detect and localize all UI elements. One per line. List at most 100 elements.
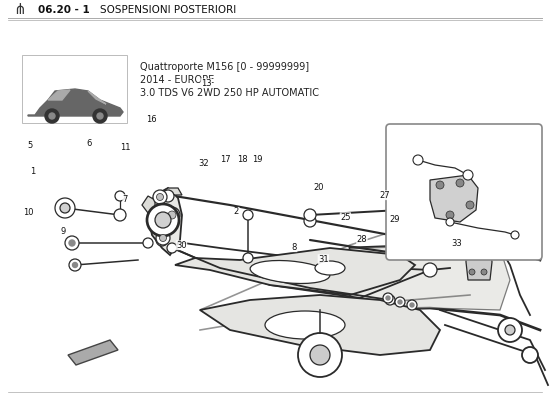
Circle shape — [386, 296, 390, 300]
Circle shape — [65, 236, 79, 250]
Circle shape — [157, 194, 163, 200]
Text: 29: 29 — [389, 215, 400, 224]
Circle shape — [114, 209, 126, 221]
Circle shape — [167, 243, 177, 253]
Text: ⋔: ⋔ — [14, 2, 26, 18]
Circle shape — [463, 170, 473, 180]
Polygon shape — [142, 196, 155, 213]
Polygon shape — [175, 248, 415, 295]
Text: 6: 6 — [86, 140, 92, 148]
Circle shape — [410, 303, 414, 307]
Text: 17: 17 — [220, 156, 231, 164]
Circle shape — [436, 181, 444, 189]
Text: 9: 9 — [60, 228, 66, 236]
Text: 2014 - EUROPE: 2014 - EUROPE — [140, 75, 214, 85]
Circle shape — [304, 215, 316, 227]
Text: 33: 33 — [451, 239, 462, 248]
Text: 8: 8 — [292, 243, 297, 252]
Circle shape — [383, 293, 393, 303]
Polygon shape — [28, 89, 123, 116]
Circle shape — [55, 198, 75, 218]
Polygon shape — [165, 188, 182, 195]
Text: 31: 31 — [318, 255, 329, 264]
Polygon shape — [430, 175, 478, 222]
Circle shape — [457, 160, 467, 170]
Circle shape — [475, 160, 485, 170]
Text: Quattroporte M156 [0 - 99999999]: Quattroporte M156 [0 - 99999999] — [140, 62, 309, 72]
Text: 2: 2 — [234, 208, 239, 216]
Text: 06.20 - 1: 06.20 - 1 — [38, 5, 90, 15]
Circle shape — [395, 297, 405, 307]
Circle shape — [407, 300, 417, 310]
Polygon shape — [148, 188, 182, 255]
Circle shape — [456, 179, 464, 187]
Text: 20: 20 — [314, 183, 324, 192]
Circle shape — [49, 113, 55, 119]
Text: 16: 16 — [146, 115, 157, 124]
Circle shape — [298, 333, 342, 377]
Text: 11: 11 — [120, 143, 131, 152]
Circle shape — [511, 231, 519, 239]
Circle shape — [304, 209, 316, 221]
Circle shape — [413, 155, 423, 165]
Ellipse shape — [250, 260, 330, 284]
Circle shape — [156, 234, 168, 246]
Circle shape — [155, 212, 171, 228]
Text: 19: 19 — [252, 156, 263, 164]
Circle shape — [453, 236, 467, 250]
Text: 27: 27 — [379, 191, 390, 200]
Text: 3.0 TDS V6 2WD 250 HP AUTOMATIC: 3.0 TDS V6 2WD 250 HP AUTOMATIC — [140, 88, 319, 98]
Polygon shape — [88, 91, 106, 104]
Polygon shape — [350, 245, 510, 310]
Circle shape — [156, 231, 170, 245]
Circle shape — [69, 259, 81, 271]
Circle shape — [310, 345, 330, 365]
Circle shape — [466, 201, 474, 209]
Text: 18: 18 — [236, 156, 248, 164]
Text: 28: 28 — [356, 235, 367, 244]
Circle shape — [147, 204, 179, 236]
Circle shape — [481, 269, 487, 275]
Text: 25: 25 — [340, 213, 351, 222]
Circle shape — [93, 109, 107, 123]
Circle shape — [243, 210, 253, 220]
Circle shape — [454, 202, 466, 214]
Circle shape — [60, 203, 70, 213]
Bar — [22, 55, 127, 123]
Circle shape — [522, 347, 538, 363]
Circle shape — [243, 253, 253, 263]
Circle shape — [160, 234, 167, 242]
Circle shape — [481, 249, 487, 255]
Circle shape — [164, 207, 180, 223]
Circle shape — [469, 269, 475, 275]
Text: 30: 30 — [176, 241, 187, 250]
Circle shape — [498, 318, 522, 342]
Circle shape — [385, 295, 395, 305]
Circle shape — [97, 113, 103, 119]
Circle shape — [446, 211, 454, 219]
Circle shape — [398, 300, 402, 304]
Ellipse shape — [265, 311, 345, 339]
Polygon shape — [200, 295, 440, 355]
Text: 10: 10 — [23, 208, 34, 217]
Circle shape — [115, 191, 125, 201]
Circle shape — [73, 262, 78, 268]
Text: SOSPENSIONI POSTERIORI: SOSPENSIONI POSTERIORI — [100, 5, 236, 15]
Circle shape — [446, 218, 454, 226]
Polygon shape — [466, 243, 492, 280]
Circle shape — [45, 109, 59, 123]
Circle shape — [69, 240, 75, 246]
Polygon shape — [68, 340, 118, 365]
Text: 13: 13 — [201, 79, 212, 88]
Circle shape — [153, 190, 167, 204]
Ellipse shape — [315, 261, 345, 275]
Circle shape — [143, 238, 153, 248]
FancyBboxPatch shape — [386, 124, 542, 260]
Circle shape — [505, 325, 515, 335]
Circle shape — [423, 263, 437, 277]
Circle shape — [168, 211, 176, 219]
Circle shape — [469, 249, 475, 255]
Circle shape — [162, 190, 174, 202]
Text: 1: 1 — [30, 168, 36, 176]
Polygon shape — [48, 90, 70, 100]
